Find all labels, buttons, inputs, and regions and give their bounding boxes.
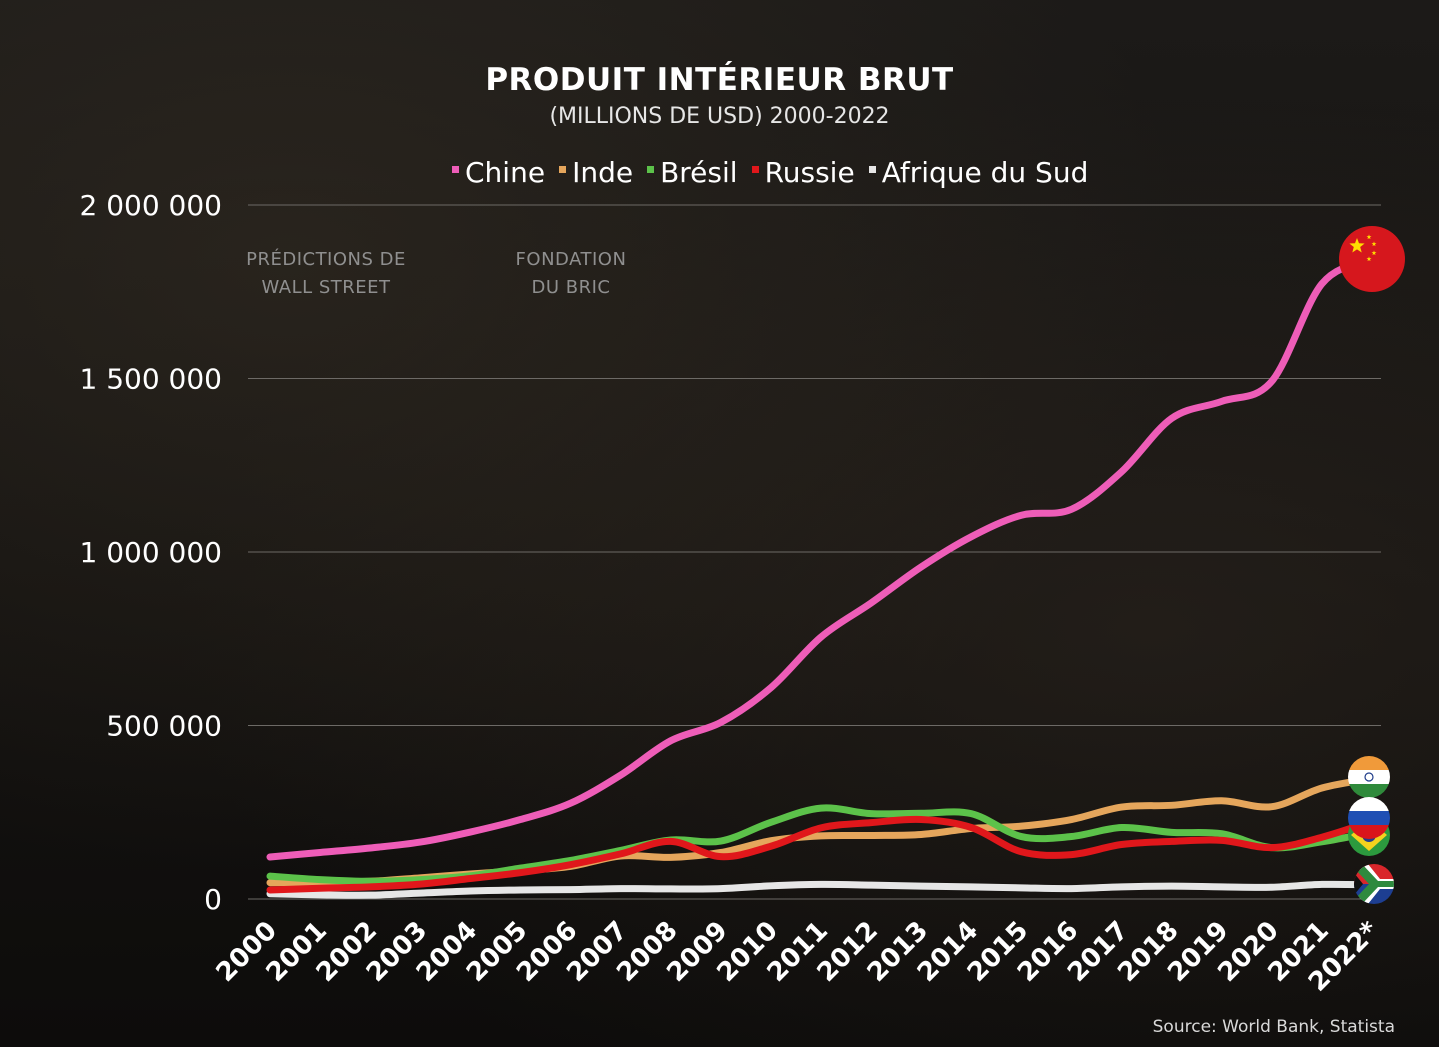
- legend: Chine Inde Brésil Russie Afrique du Sud: [452, 156, 1102, 189]
- legend-item-inde: Inde: [559, 156, 633, 189]
- series-flags: [1339, 226, 1405, 904]
- legend-item-chine: Chine: [452, 156, 545, 189]
- y-tick-label: 0: [204, 883, 222, 916]
- russia-flag-icon: [1348, 797, 1390, 839]
- annotation-fondation-line2: DU BRIC: [531, 277, 611, 298]
- legend-marker-inde: [559, 166, 567, 173]
- annotation-fondation-bric: FONDATION DU BRIC: [471, 246, 671, 302]
- x-axis: 2000200120022003200420052006200720082009…: [211, 915, 1386, 997]
- legend-label-russie: Russie: [764, 156, 855, 189]
- grid-lines: [248, 204, 1381, 900]
- legend-item-bresil: Brésil: [647, 156, 738, 189]
- legend-item-afrique-du-sud: Afrique du Sud: [868, 156, 1089, 189]
- y-tick-label: 2 000 000: [79, 189, 222, 222]
- series-line-afrique-du-sud: [266, 880, 1376, 899]
- annotation-wall-street: PRÉDICTIONS DE WALL STREET: [226, 246, 426, 302]
- legend-marker-afrique-du-sud: [868, 166, 876, 173]
- india-flag-icon: [1348, 756, 1390, 798]
- china-flag-icon: [1339, 226, 1405, 292]
- legend-label-chine: Chine: [465, 156, 546, 189]
- series-lines: [266, 255, 1376, 899]
- y-axis: 0 500 000 1 000 000 1 500 000 2 000 000: [79, 189, 222, 916]
- annotation-wall-street-line1: PRÉDICTIONS DE: [246, 249, 406, 270]
- legend-label-inde: Inde: [572, 156, 634, 189]
- south-africa-flag-icon: [1354, 864, 1394, 904]
- series-line-bresil: [266, 804, 1376, 885]
- y-tick-label: 500 000: [106, 710, 222, 743]
- legend-marker-bresil: [647, 166, 655, 173]
- source-note: Source: World Bank, Statista: [1152, 1017, 1395, 1037]
- legend-marker-russie: [751, 166, 759, 173]
- legend-label-bresil: Brésil: [660, 156, 738, 189]
- chart-subtitle: (MILLIONS DE USD) 2000-2022: [549, 104, 890, 129]
- legend-item-russie: Russie: [751, 156, 855, 189]
- annotation-wall-street-line2: WALL STREET: [261, 277, 391, 298]
- chart-title: PRODUIT INTÉRIEUR BRUT: [485, 62, 954, 98]
- legend-label-afrique-du-sud: Afrique du Sud: [881, 156, 1089, 189]
- annotation-fondation-line1: FONDATION: [515, 249, 627, 270]
- y-tick-label: 1 000 000: [79, 536, 222, 569]
- series-line-russie: [266, 815, 1376, 894]
- y-tick-label: 1 500 000: [79, 363, 222, 396]
- series-line-chine: [266, 255, 1376, 861]
- legend-marker-chine: [452, 166, 459, 173]
